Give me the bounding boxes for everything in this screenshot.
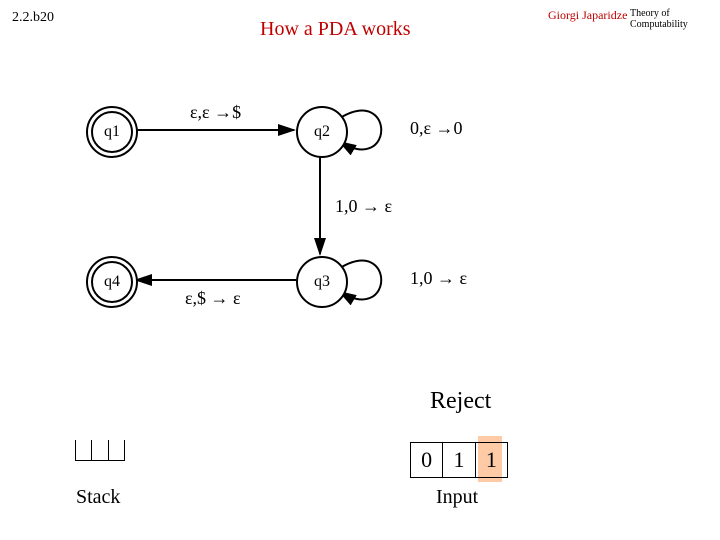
state-label: q2	[314, 123, 330, 141]
state-q4: q4	[86, 256, 138, 308]
transition-q2-loop: 0,ε →0	[410, 118, 463, 139]
input-cell: 1	[476, 443, 507, 477]
state-label: q3	[314, 273, 330, 291]
input-cell: 1	[443, 443, 475, 477]
input-tape: 0 1 1	[410, 442, 508, 478]
page-title: How a PDA works	[260, 18, 411, 41]
transition-q3-loop: 1,0 → ε	[410, 268, 467, 289]
stack-tape	[75, 440, 125, 461]
stack-cell	[109, 440, 124, 460]
input-cell: 0	[411, 443, 443, 477]
state-label: q4	[104, 273, 120, 291]
course-name: Theory of Computability	[630, 8, 720, 30]
stack-cell	[92, 440, 108, 460]
input-label: Input	[436, 486, 478, 509]
state-q3: q3	[296, 256, 348, 308]
state-q2: q2	[296, 106, 348, 158]
transition-q2-q3: 1,0 → ε	[335, 196, 392, 217]
transition-q1-q2: ε,ε →$	[190, 102, 241, 123]
transition-q3-q4: ε,$ → ε	[185, 288, 241, 309]
author-name: Giorgi Japaridze	[548, 8, 627, 23]
stack-label: Stack	[76, 486, 120, 509]
state-q1: q1	[86, 106, 138, 158]
result-label: Reject	[430, 388, 491, 415]
stack-cell	[76, 440, 92, 460]
state-label: q1	[104, 123, 120, 141]
slide-number: 2.2.b20	[12, 10, 54, 26]
